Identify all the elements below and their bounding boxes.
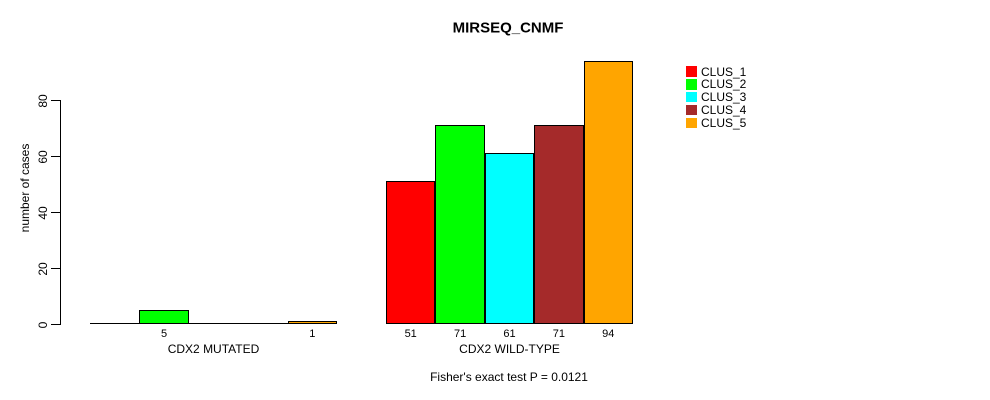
bar-clus-3-group-1 xyxy=(484,153,535,324)
y-tick-label: 40 xyxy=(35,205,50,220)
legend-label: CLUS_3 xyxy=(701,90,747,105)
chart-title: MIRSEQ_CNMF xyxy=(452,19,564,37)
y-tick xyxy=(51,268,61,269)
legend-label: CLUS_4 xyxy=(701,102,747,117)
legend-swatch xyxy=(686,79,697,90)
legend-label: CLUS_5 xyxy=(701,115,747,130)
group-label: CDX2 MUTATED xyxy=(167,342,260,356)
bar-value-label: 71 xyxy=(552,328,566,340)
y-tick xyxy=(51,100,61,101)
legend-swatch xyxy=(686,66,697,77)
legend-swatch xyxy=(686,117,697,128)
bar-clus-5-group-1 xyxy=(583,60,633,324)
bar-value-label: 94 xyxy=(602,328,615,340)
bar-clus-2-group-1 xyxy=(435,125,485,324)
bar-clus-2-group-0 xyxy=(139,310,189,324)
y-tick xyxy=(51,324,61,325)
bar-value-label: 5 xyxy=(161,328,168,340)
legend-label: CLUS_2 xyxy=(701,77,747,92)
bar-clus-4-group-1 xyxy=(534,125,584,324)
group-baseline xyxy=(90,323,337,324)
group-label: CDX2 WILD-TYPE xyxy=(459,342,560,356)
bar-value-label: 71 xyxy=(453,328,467,340)
bar-value-label: 1 xyxy=(309,328,316,340)
y-tick-label: 60 xyxy=(35,149,50,164)
y-tick xyxy=(51,212,61,213)
y-tick xyxy=(51,156,61,157)
bar-clus-5-group-0 xyxy=(287,321,337,324)
bar-value-label: 51 xyxy=(404,328,417,340)
bar-clus-1-group-1 xyxy=(386,181,436,324)
stat-annotation: Fisher's exact test P = 0.0121 xyxy=(430,370,588,384)
legend-label: CLUS_1 xyxy=(701,64,747,79)
legend-swatch xyxy=(686,104,697,116)
y-axis-title: number of cases xyxy=(18,143,32,233)
y-tick-label: 80 xyxy=(35,93,50,108)
y-tick-label: 20 xyxy=(35,261,50,276)
legend-swatch xyxy=(686,91,697,103)
y-tick-label: 0 xyxy=(35,321,50,328)
bar-value-label: 61 xyxy=(503,328,516,340)
